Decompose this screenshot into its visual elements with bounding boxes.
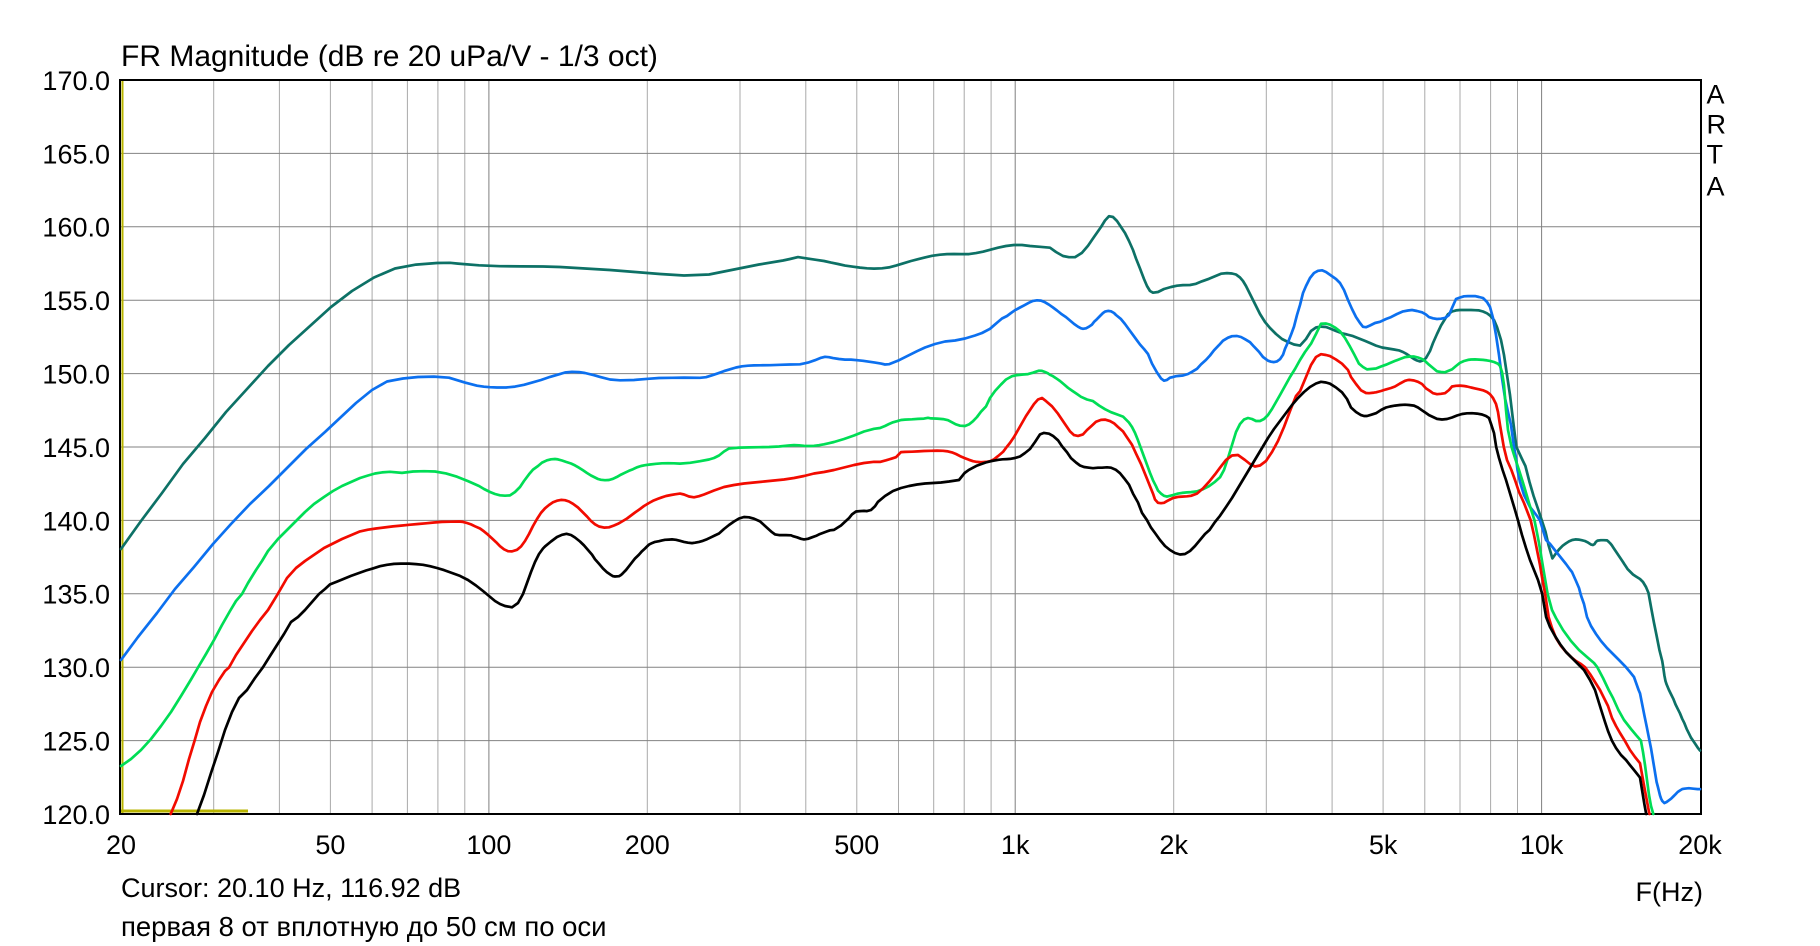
svg-text:2k: 2k: [1159, 830, 1188, 860]
svg-text:145.0: 145.0: [42, 433, 110, 463]
svg-text:125.0: 125.0: [42, 727, 110, 757]
svg-text:20: 20: [106, 830, 136, 860]
svg-text:500: 500: [834, 830, 879, 860]
svg-text:120.0: 120.0: [42, 800, 110, 830]
svg-text:Cursor: 20.10 Hz, 116.92 dB: Cursor: 20.10 Hz, 116.92 dB: [121, 873, 461, 903]
svg-text:155.0: 155.0: [42, 286, 110, 316]
svg-text:200: 200: [625, 830, 670, 860]
svg-text:A: A: [1707, 80, 1725, 110]
svg-text:5k: 5k: [1369, 830, 1398, 860]
svg-text:A: A: [1707, 172, 1725, 202]
svg-text:FR Magnitude (dB re 20 uPa/V -: FR Magnitude (dB re 20 uPa/V - 1/3 oct): [121, 40, 658, 73]
svg-text:R: R: [1707, 110, 1727, 140]
svg-text:130.0: 130.0: [42, 653, 110, 683]
svg-text:10k: 10k: [1520, 830, 1564, 860]
svg-text:100: 100: [466, 830, 511, 860]
svg-text:135.0: 135.0: [42, 580, 110, 610]
svg-text:20k: 20k: [1678, 830, 1722, 860]
svg-text:1k: 1k: [1001, 830, 1030, 860]
svg-text:150.0: 150.0: [42, 360, 110, 390]
svg-text:170.0: 170.0: [42, 66, 110, 96]
svg-text:F(Hz): F(Hz): [1636, 877, 1703, 907]
svg-text:первая 8 от вплотную до 50 см: первая 8 от вплотную до 50 см по оси: [121, 911, 607, 942]
svg-text:160.0: 160.0: [42, 213, 110, 243]
svg-text:50: 50: [315, 830, 345, 860]
svg-text:T: T: [1707, 140, 1724, 170]
svg-text:140.0: 140.0: [42, 506, 110, 536]
svg-text:165.0: 165.0: [42, 139, 110, 169]
